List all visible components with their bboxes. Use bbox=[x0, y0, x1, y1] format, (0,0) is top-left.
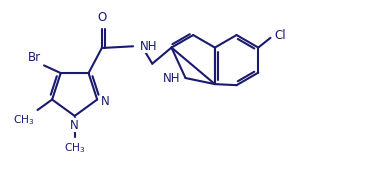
Text: NH: NH bbox=[139, 40, 157, 53]
Text: Cl: Cl bbox=[275, 29, 286, 42]
Text: Br: Br bbox=[28, 51, 41, 64]
Text: CH$_3$: CH$_3$ bbox=[13, 113, 35, 127]
Text: O: O bbox=[97, 11, 107, 24]
Text: NH: NH bbox=[163, 71, 180, 85]
Text: CH$_3$: CH$_3$ bbox=[64, 141, 85, 155]
Text: N: N bbox=[70, 119, 79, 132]
Text: N: N bbox=[102, 95, 110, 108]
